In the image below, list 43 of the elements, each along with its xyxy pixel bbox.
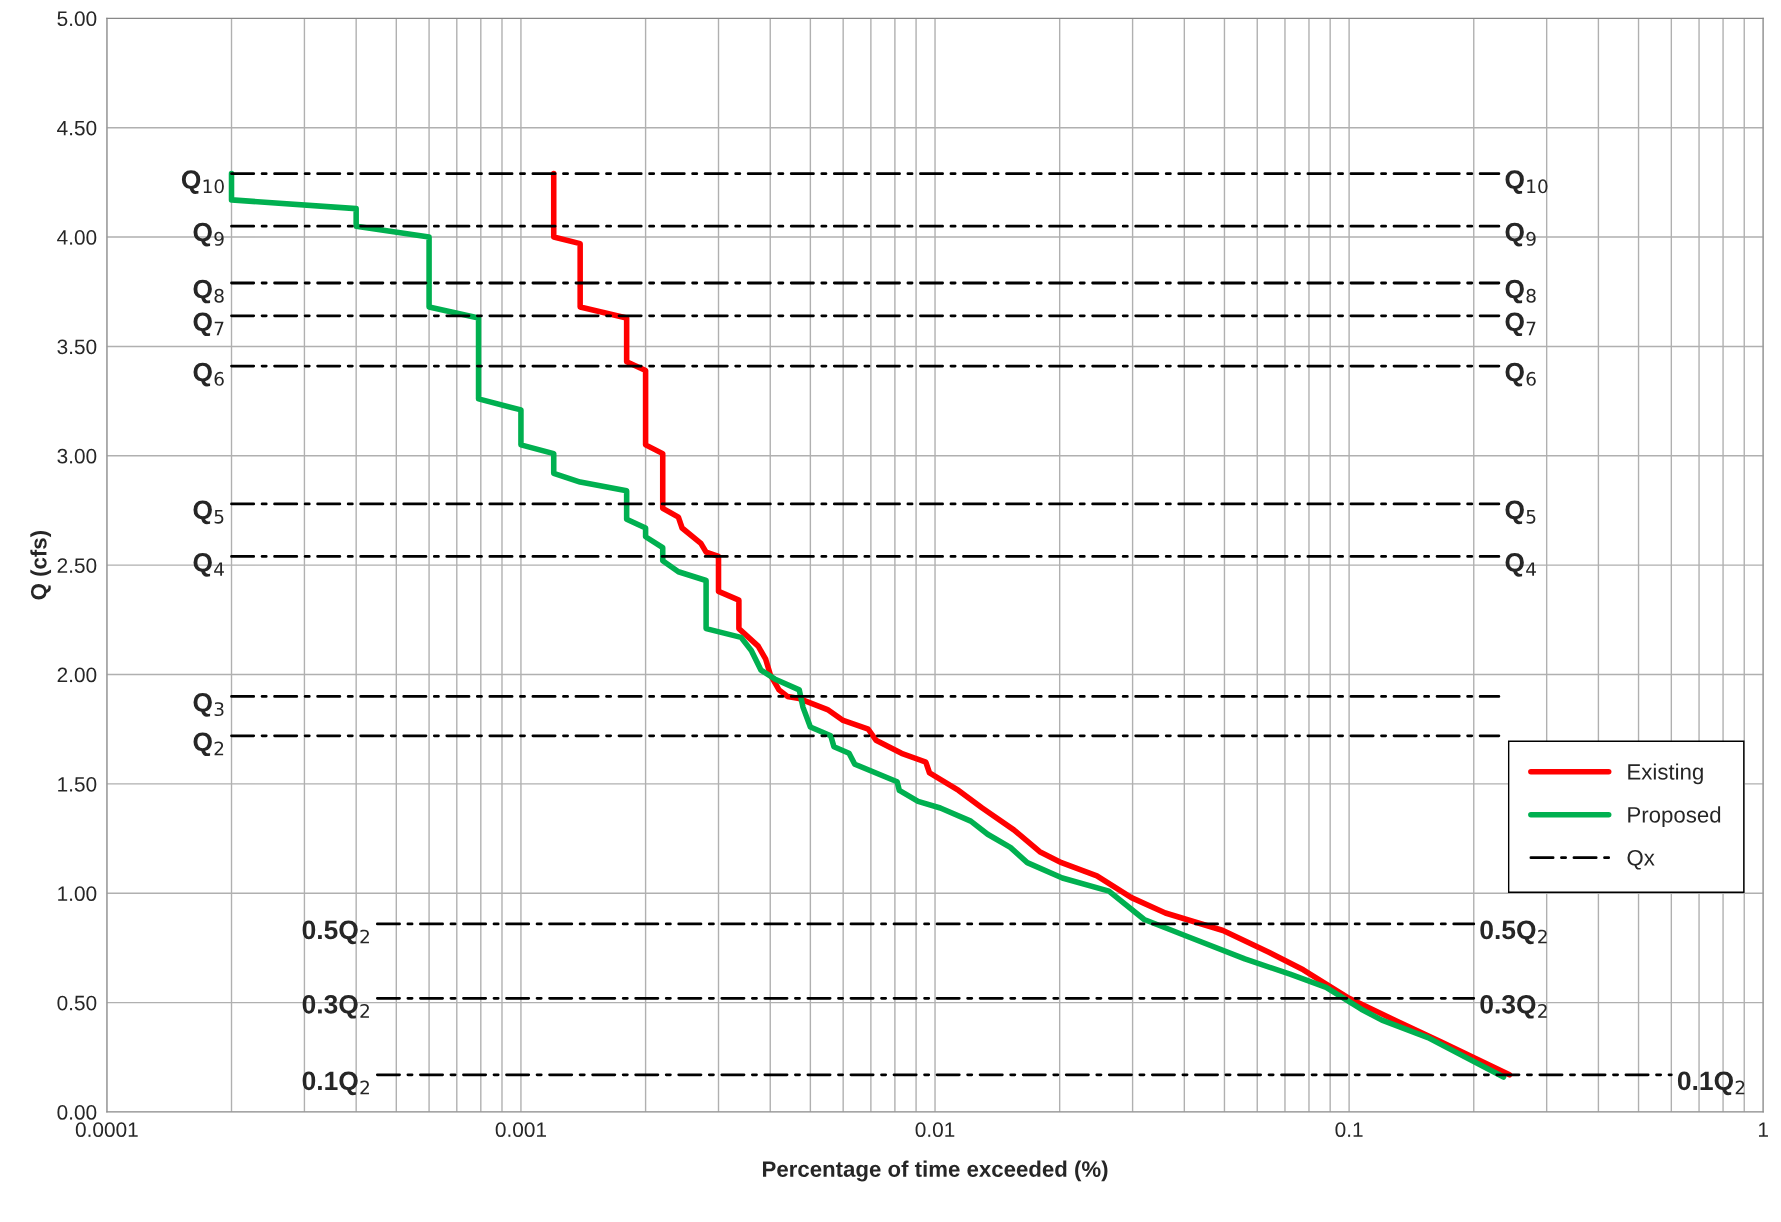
annotation: Q$_{4}$ [193, 553, 224, 577]
legend-label: Proposed [1628, 806, 1721, 828]
y-tick-label: 4.00 [57, 230, 97, 245]
y-tick-label: 2.50 [57, 558, 97, 573]
legend-label: Qx [1627, 849, 1655, 870]
annotation: 0.3Q$_{2}$ [302, 994, 369, 1019]
annotation: Q$_{9}$ [1505, 222, 1536, 247]
annotation: 0.5Q$_{2}$ [1480, 920, 1547, 945]
annotation: 0.5Q$_{2}$ [302, 920, 369, 945]
annotation: 0.1Q$_{2}$ [302, 1071, 369, 1096]
x-tick-label: 0.001 [495, 1122, 546, 1138]
x-tick-label: 0.0001 [75, 1122, 138, 1138]
annotation: Q$_{7}$ [193, 312, 224, 337]
annotation: 0.1Q$_{2}$ [1677, 1071, 1745, 1096]
x-tick-label: 0.01 [915, 1122, 955, 1138]
x-tick-label: 0.1 [1335, 1122, 1363, 1138]
y-tick-label: 4.50 [57, 120, 97, 136]
annotation: Q$_{5}$ [193, 500, 224, 525]
annotation: Q$_{5}$ [1505, 500, 1536, 525]
y-tick-label: 5.00 [57, 11, 97, 27]
legend-label: Existing [1628, 763, 1703, 785]
annotation: Q$_{9}$ [193, 222, 224, 247]
annotation: Q$_{7}$ [1505, 312, 1536, 337]
x-axis-title: Percentage of time exceeded (%) [763, 1160, 1108, 1182]
y-tick-label: 0.50 [57, 995, 97, 1011]
annotation: Q$_{6}$ [193, 362, 224, 387]
y-tick-label: 0.00 [57, 1105, 97, 1120]
annotation: Q$_{2}$ [193, 732, 224, 757]
annotation: Q$_{3}$ [193, 693, 224, 717]
annotation: Q$_{8}$ [193, 279, 224, 304]
y-tick-label: 3.00 [57, 448, 97, 464]
y-tick-label: 1.00 [58, 886, 97, 902]
y-tick-label: 2.00 [57, 667, 97, 683]
annotation: Q$_{8}$ [1505, 279, 1536, 304]
annotation: Q$_{10}$ [1505, 170, 1548, 194]
annotation: 0.3Q$_{2}$ [1480, 994, 1547, 1019]
annotation: Q$_{4}$ [1505, 553, 1536, 577]
annotation: Q$_{6}$ [1505, 362, 1536, 387]
y-tick-label: 1.50 [58, 776, 97, 792]
annotation: Q$_{10}$ [181, 170, 224, 194]
y-axis-title: Q (cfs) [30, 531, 52, 600]
y-tick-label: 3.50 [57, 339, 97, 355]
x-tick-label: 1 [1758, 1122, 1768, 1137]
